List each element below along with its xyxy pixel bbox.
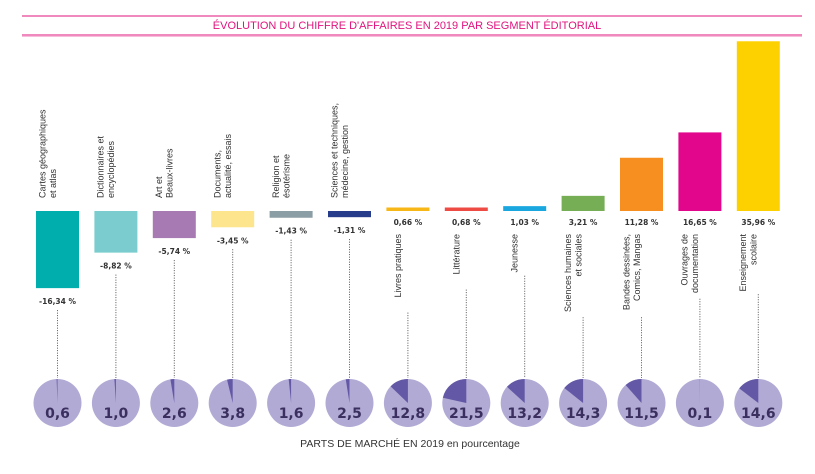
bar	[444, 207, 488, 211]
category-label-line: Beaux-livres	[165, 148, 175, 198]
pie-slice	[56, 379, 58, 403]
bar-value-label: 1,03 %	[510, 218, 539, 227]
bar	[386, 207, 430, 211]
pie-value-label: 0,1	[687, 406, 712, 422]
pie-value-label: 11,5	[624, 406, 659, 422]
pie-value-label: 2,5	[337, 406, 362, 422]
bar-value-label: -16,34 %	[39, 297, 76, 306]
pie-slice	[625, 379, 642, 403]
pie-slice	[227, 379, 233, 403]
pie-slice	[288, 379, 292, 403]
bar	[152, 211, 196, 239]
pie-slice	[170, 379, 175, 403]
category-label-line: Dictionnaires et	[96, 135, 106, 198]
category-label-line: Cartes géographiques	[37, 109, 47, 198]
pie-slice	[390, 379, 408, 403]
pie-slice	[564, 379, 584, 403]
category-label: Sciences et techniques,médecine, gestion	[329, 103, 350, 198]
bar	[36, 211, 79, 289]
bar	[328, 211, 371, 218]
category-label-line: Ouvrages de	[680, 234, 690, 286]
category-label: Cartes géographiqueset atlas	[37, 109, 58, 198]
bar	[269, 211, 313, 218]
bar-value-label: 0,68 %	[452, 218, 481, 227]
category-label-line: et sociales	[573, 234, 583, 277]
pie-base	[208, 379, 257, 427]
pie-value-label: 12,8	[391, 406, 426, 422]
marks-group: -16,34 % Cartes géographiqueset atlas 0,6 -…	[33, 41, 783, 427]
category-label-line: encyclopédies	[106, 140, 116, 198]
pie-base	[91, 379, 140, 427]
pie-value-label: 2,6	[162, 406, 187, 422]
pie-value-label: 14,6	[741, 406, 776, 422]
category-label-line: Jeunesse	[510, 234, 520, 273]
bar-value-label: -1,43 %	[275, 227, 307, 236]
bar-value-label: 11,28 %	[625, 218, 659, 227]
category-label-line: Enseignement	[738, 234, 748, 292]
category-label-line: Livres pratiques	[393, 234, 403, 298]
category-label: Documents,actualité, essais	[212, 133, 233, 198]
bar-value-label: -5,74 %	[158, 247, 190, 256]
category-label-line: Sciences et techniques,	[329, 103, 339, 198]
bar-value-label: 35,96 %	[741, 218, 775, 227]
bar	[620, 157, 663, 211]
bar-value-label: 0,66 %	[394, 218, 423, 227]
category-label: Ouvrages dedocumentation	[680, 234, 701, 293]
pie-value-label: 3,8	[220, 406, 245, 422]
category-label: Sciences humaineset sociales	[563, 234, 584, 313]
category-label-line: documentation	[690, 234, 700, 293]
category-label-line: Bandes dessinées,	[621, 234, 631, 310]
category-label-line: Documents,	[212, 150, 222, 198]
category-label: Religion etésotérisme	[271, 154, 292, 198]
pie-value-label: 1,6	[279, 406, 304, 422]
bar-value-label: 3,21 %	[569, 218, 598, 227]
chart-title: ÉVOLUTION DU CHIFFRE D'AFFAIRES EN 2019 …	[213, 19, 601, 32]
pie-slice	[345, 379, 350, 403]
category-label-line: et atlas	[48, 168, 58, 198]
pie-slice	[506, 378, 525, 403]
pie-value-label: 1,0	[103, 406, 128, 422]
pie-value-label: 21,5	[449, 406, 484, 422]
bar-value-label: -3,45 %	[217, 236, 249, 245]
pie-slice	[114, 379, 116, 403]
bar	[736, 41, 780, 211]
pie-slice	[442, 379, 467, 403]
category-label: Enseignementscolaire	[738, 234, 759, 292]
pie-value-label: 0,6	[45, 406, 70, 422]
category-label-line: médecine, gestion	[340, 125, 350, 198]
category-label-line: scolaire	[749, 234, 759, 265]
category-label: Art etBeaux-livres	[154, 148, 175, 198]
category-label: Littérature	[451, 234, 461, 275]
bar	[211, 211, 255, 228]
category-label-line: Art et	[154, 176, 164, 198]
pie-value-label: 13,2	[507, 406, 542, 422]
category-label-line: Comics, Mangas	[632, 234, 642, 302]
category-label-line: ésotérisme	[281, 154, 291, 198]
category-label-line: actualité, essais	[223, 133, 233, 198]
bar-value-label: 16,65 %	[683, 218, 717, 227]
bar-value-label: -8,82 %	[100, 262, 132, 271]
pie-value-label: 14,3	[566, 406, 601, 422]
category-label: Bandes dessinées,Comics, Mangas	[621, 234, 642, 311]
bar	[561, 195, 605, 211]
bar	[503, 206, 547, 211]
category-label: Dictionnaires etencyclopédies	[96, 135, 117, 198]
chart-footer: PARTS DE MARCHÉ EN 2019 en pourcentage	[300, 437, 520, 450]
bar-value-label: -1,31 %	[334, 226, 366, 235]
category-label-line: Sciences humaines	[563, 234, 573, 313]
bar	[678, 132, 722, 211]
category-label: Livres pratiques	[393, 234, 403, 298]
category-label-line: Littérature	[451, 234, 461, 275]
category-label-line: Religion et	[271, 155, 281, 198]
category-label: Jeunesse	[510, 234, 520, 273]
bar	[94, 211, 138, 253]
pie-slice	[739, 379, 759, 403]
